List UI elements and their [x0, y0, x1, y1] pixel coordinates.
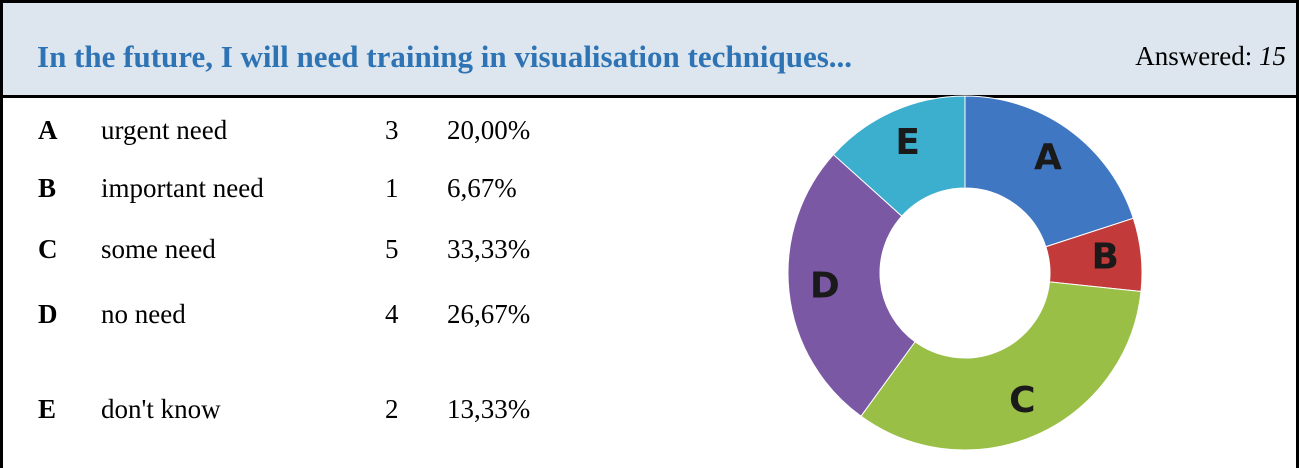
cell-label: no need — [101, 299, 186, 329]
cell-count: 4 — [385, 299, 399, 329]
donut-chart: A B C D E — [787, 95, 1143, 451]
donut-slice — [860, 281, 1142, 451]
cell-letter: E — [38, 394, 57, 424]
cell-label: don't know — [101, 394, 221, 424]
cell-count: 2 — [385, 394, 399, 424]
cell-percent: 26,67% — [447, 299, 531, 329]
slice-label: B — [1092, 236, 1119, 277]
cell-percent: 33,33% — [447, 234, 531, 264]
cell-letter: C — [38, 234, 58, 264]
answered-label: Answered: — [1135, 41, 1253, 71]
donut-slice — [964, 95, 1134, 248]
cell-percent: 6,67% — [447, 173, 517, 203]
slice-label: C — [1009, 380, 1035, 421]
cell-letter: B — [38, 173, 57, 203]
slice-label: D — [810, 266, 840, 307]
slice-label: E — [895, 122, 920, 163]
donut-slice — [787, 153, 916, 417]
header: In the future, I will need training in v… — [3, 3, 1296, 98]
cell-count: 1 — [385, 173, 399, 203]
cell-count: 3 — [385, 115, 399, 145]
slice-label: A — [1034, 137, 1062, 178]
cell-percent: 13,33% — [447, 394, 531, 424]
cell-percent: 20,00% — [447, 115, 531, 145]
cell-label: urgent need — [101, 115, 228, 145]
title: In the future, I will need training in v… — [37, 39, 853, 74]
answered: Answered: 15 — [1135, 41, 1286, 72]
cell-count: 5 — [385, 234, 399, 264]
donut-slice — [832, 95, 966, 217]
answered-value: 15 — [1259, 41, 1286, 71]
cell-label: important need — [101, 173, 264, 203]
cell-label: some need — [101, 234, 216, 264]
cell-letter: D — [38, 299, 58, 329]
cell-letter: A — [38, 115, 58, 145]
